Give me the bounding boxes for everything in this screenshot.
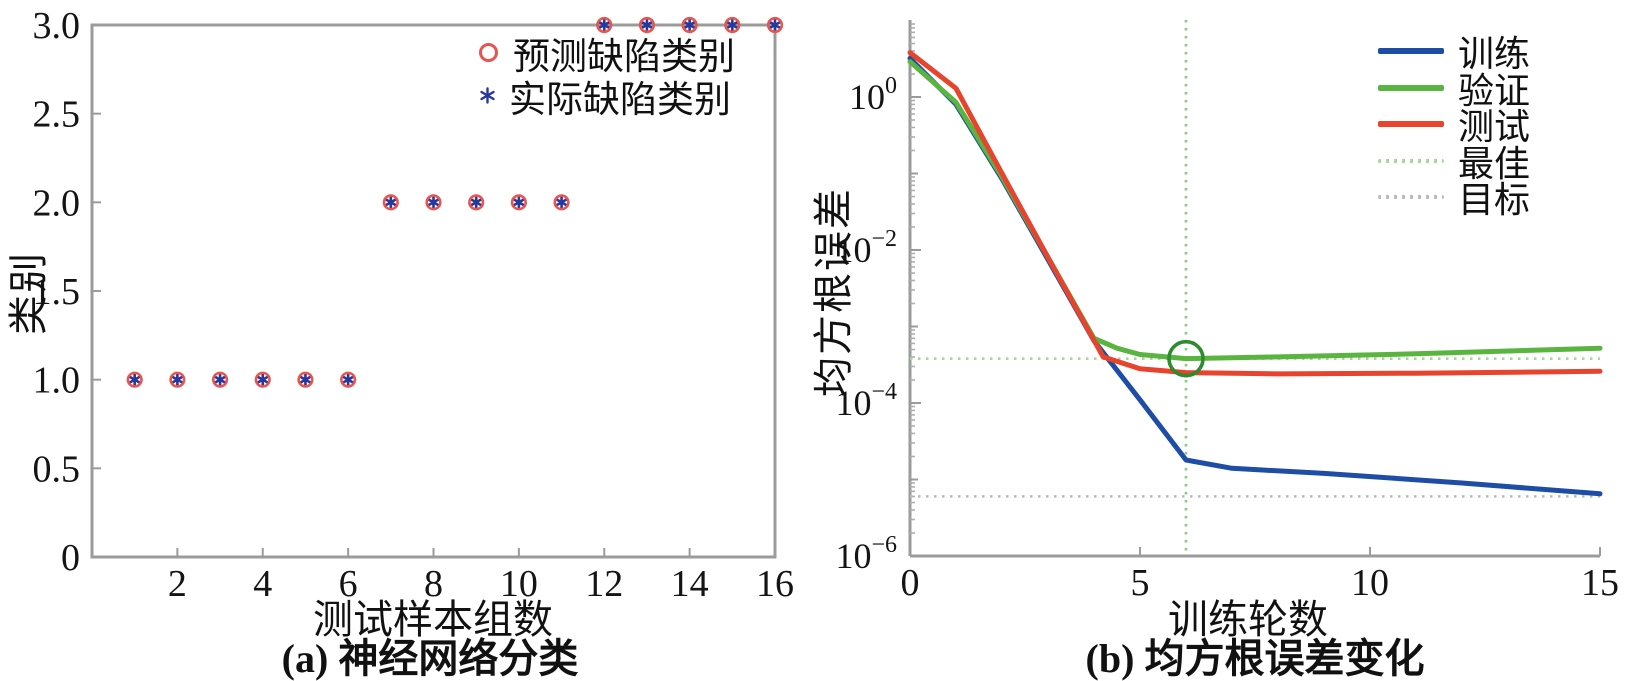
test-line-swatch-icon bbox=[1378, 121, 1444, 128]
chart-a-plot: 2 4 6 8 10 12 14 16 0 0.5 1.0 1.5 2.0 2.5 3.0 bbox=[33, 5, 795, 605]
chart-b-ylabel: 均方根误差 bbox=[811, 187, 856, 397]
legend-label-validation: 验证 bbox=[1458, 70, 1531, 111]
chart-a-xlabel: 测试样本组数 bbox=[313, 597, 553, 642]
svg-text:0: 0 bbox=[61, 537, 80, 579]
svg-text:1.0: 1.0 bbox=[33, 360, 81, 402]
svg-text:6: 6 bbox=[339, 563, 358, 605]
chart-a-legend: 预测缺陷类别 实际缺陷类别 bbox=[479, 31, 735, 121]
svg-text:2.0: 2.0 bbox=[33, 182, 81, 224]
predicted-circle-marker-icon bbox=[479, 43, 498, 62]
legend-item-goal: 目标 bbox=[1378, 179, 1530, 220]
chart-a-ticks bbox=[92, 24, 776, 558]
svg-text:16: 16 bbox=[756, 563, 794, 605]
best-point-circle-annotation bbox=[1167, 339, 1205, 378]
svg-text:5: 5 bbox=[1131, 562, 1150, 604]
svg-text:14: 14 bbox=[671, 563, 709, 605]
legend-label-test: 测试 bbox=[1458, 107, 1531, 148]
chart-b-xlabel: 训练轮数 bbox=[1168, 597, 1328, 642]
svg-text:0: 0 bbox=[901, 562, 920, 604]
legend-label-actual: 实际缺陷类别 bbox=[509, 79, 731, 121]
actual-asterisk-marker-icon bbox=[480, 87, 495, 104]
validation-line-swatch-icon bbox=[1378, 84, 1444, 91]
svg-text:100: 100 bbox=[849, 73, 897, 117]
svg-text:10: 10 bbox=[500, 563, 538, 605]
legend-item-actual: 实际缺陷类别 bbox=[479, 74, 735, 121]
svg-text:10−4: 10−4 bbox=[835, 379, 897, 423]
chart-a-tick-labels: 2 4 6 8 10 12 14 16 0 0.5 1.0 1.5 2.0 2.5 3.0 bbox=[33, 5, 795, 605]
legend-label-predicted: 预测缺陷类别 bbox=[513, 36, 735, 78]
chart-a-caption: (a) 神经网络分类 bbox=[281, 636, 579, 681]
svg-text:2.5: 2.5 bbox=[33, 94, 81, 136]
legend-label-goal: 目标 bbox=[1458, 180, 1531, 221]
train-line-swatch-icon bbox=[1378, 48, 1444, 55]
chart-b-ticks bbox=[909, 23, 1601, 557]
chart-b-caption: (b) 均方根误差变化 bbox=[1085, 636, 1425, 681]
legend-item-train: 训练 bbox=[1378, 33, 1530, 74]
series-line-验证 bbox=[907, 59, 1603, 362]
legend-label-train: 训练 bbox=[1458, 34, 1531, 75]
legend-label-best: 最佳 bbox=[1458, 143, 1531, 184]
chart-b-tick-labels: 100 10−2 10−4 10−60 5 10 15 bbox=[835, 73, 1619, 604]
legend-item-validation: 验证 bbox=[1378, 70, 1530, 111]
legend-item-predicted: 预测缺陷类别 bbox=[479, 31, 735, 78]
best-dotted-swatch-icon bbox=[1378, 158, 1444, 163]
svg-text:10: 10 bbox=[1351, 562, 1389, 604]
svg-text:12: 12 bbox=[585, 563, 623, 605]
svg-text:8: 8 bbox=[424, 563, 443, 605]
svg-text:1.5: 1.5 bbox=[33, 271, 81, 313]
svg-text:10−6: 10−6 bbox=[835, 532, 897, 576]
svg-text:3.0: 3.0 bbox=[33, 5, 81, 47]
legend-item-test: 测试 bbox=[1378, 106, 1530, 147]
legend-item-best: 最佳 bbox=[1378, 143, 1530, 184]
svg-text:4: 4 bbox=[253, 563, 272, 605]
goal-dotted-swatch-icon bbox=[1378, 195, 1444, 200]
chart-b-plot: 100 10−2 10−4 10−60 5 10 15 bbox=[835, 20, 1619, 604]
svg-text:15: 15 bbox=[1581, 562, 1619, 604]
svg-text:10−2: 10−2 bbox=[835, 226, 897, 270]
chart-a-data-points bbox=[126, 16, 784, 388]
chart-b-series-lines bbox=[907, 50, 1603, 497]
series-line-测试 bbox=[907, 50, 1603, 377]
chart-b-legend: 训练 验证 测试 最佳 目标 bbox=[1378, 33, 1530, 220]
chart-a-ylabel: 类别 bbox=[6, 251, 51, 335]
svg-text:2: 2 bbox=[168, 563, 187, 605]
svg-text:0.5: 0.5 bbox=[33, 448, 81, 490]
